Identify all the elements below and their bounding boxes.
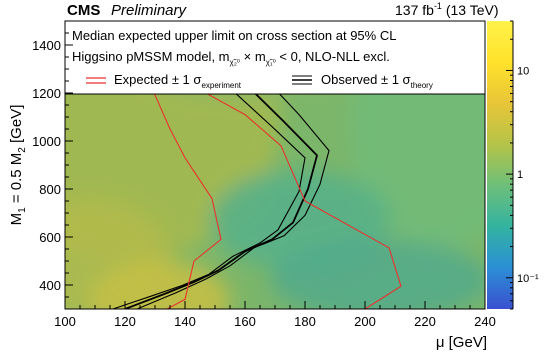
observed-contour-central xyxy=(124,82,318,309)
axes: 100 120 140 160 180 200 220 240 400 600 800 1000 120… xyxy=(32,32,496,329)
x-tick-label: 120 xyxy=(114,314,136,329)
y-tick-label: 1200 xyxy=(32,86,61,101)
luminosity-label: 137 fb-1 (13 TeV) xyxy=(395,1,499,18)
legend-observed-label: Observed ± 1 σtheory xyxy=(321,72,433,90)
x-tick-label: 140 xyxy=(174,314,196,329)
observed-contour-plus xyxy=(136,75,330,309)
experiment-label: CMS xyxy=(67,2,100,19)
y-axis-title: M1 = 0.5 M2 [GeV] xyxy=(8,105,28,226)
y-tick-label: 600 xyxy=(39,230,61,245)
legend-line-2: Higgsino pMSSM model, mχ̃₂⁰ × mχ̃₁⁰ < 0,… xyxy=(72,49,390,67)
legend-line-1: Median expected upper limit on cross sec… xyxy=(72,28,396,43)
y-tick-label: 1400 xyxy=(32,38,61,53)
x-tick-label: 100 xyxy=(54,314,76,329)
header: CMS Preliminary 137 fb-1 (13 TeV) xyxy=(67,1,499,19)
z-tick-label: 10 xyxy=(517,65,529,77)
y-tick-label: 400 xyxy=(39,278,61,293)
x-axis-title: μ [GeV] xyxy=(436,334,487,351)
y-tick-label: 1000 xyxy=(32,134,61,149)
color-scale-axis: 10⁻¹ 1 10 xyxy=(506,20,539,310)
x-tick-label: 220 xyxy=(414,314,436,329)
status-label: Preliminary xyxy=(111,2,188,19)
x-tick-label: 240 xyxy=(474,314,496,329)
observed-contour-minus xyxy=(112,87,306,309)
z-tick-label: 1 xyxy=(517,169,523,181)
legend-observed-swatch xyxy=(292,75,312,85)
legend: Median expected upper limit on cross sec… xyxy=(64,20,486,95)
x-tick-label: 180 xyxy=(294,314,316,329)
expected-contour-minus xyxy=(133,78,222,309)
y-tick-label: 800 xyxy=(39,182,61,197)
z-tick-label: 10⁻¹ xyxy=(517,273,539,285)
legend-expected-label: Expected ± 1 σexperiment xyxy=(114,72,242,90)
color-scale xyxy=(487,21,513,309)
legend-expected-swatch xyxy=(86,77,106,84)
x-tick-label: 160 xyxy=(234,314,256,329)
x-tick-label: 200 xyxy=(354,314,376,329)
